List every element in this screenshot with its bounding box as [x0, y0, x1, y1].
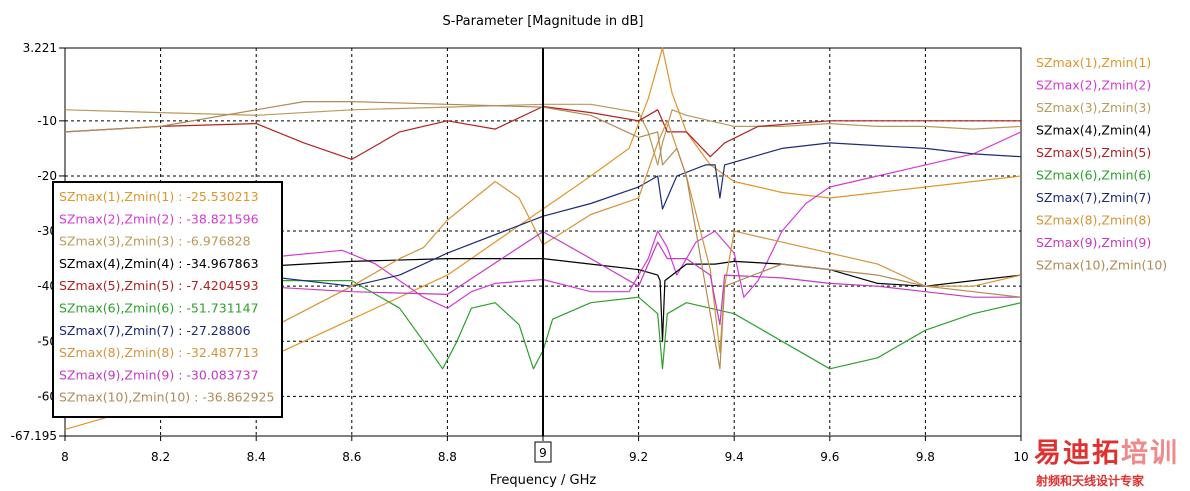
x-tick-label: 9.4 — [725, 450, 744, 464]
series-line-9 — [64, 231, 1021, 326]
readout-entry: SZmax(8),Zmin(8) : -32.487713 — [59, 345, 259, 360]
x-tick-label: 8.2 — [151, 450, 170, 464]
legend-entry: SZmax(10),Zmin(10) — [1036, 258, 1167, 273]
series-group — [64, 47, 1022, 430]
readout-entry: SZmax(7),Zmin(7) : -27.28806 — [59, 323, 251, 338]
x-tick-label: 8 — [61, 450, 69, 464]
watermark: 易迪拓培训射频和天线设计专家 — [1034, 438, 1177, 488]
x-tick-label: 8.6 — [342, 450, 361, 464]
frequency-marker-box[interactable] — [534, 441, 552, 463]
marker-readout-box: SZmax(1),Zmin(1) : -25.530213 SZmax(2),Zm… — [52, 181, 283, 418]
readout-entry: SZmax(5),Zmin(5) : -7.4204593 — [59, 278, 259, 293]
readout-entry: SZmax(9),Zmin(9) : -30.083737 — [59, 367, 259, 382]
x-tick-label: 8.4 — [247, 450, 266, 464]
x-tick-label: 9.8 — [916, 450, 935, 464]
series-line-1 — [64, 47, 1022, 430]
x-axis-ticks: 8 8.2 8.4 8.6 8.8 9.2 9.4 9.6 9.8 10 — [61, 436, 1029, 464]
legend-entry: SZmax(3),Zmin(3) — [1036, 100, 1151, 115]
watermark-brand-char: 易 — [1034, 438, 1061, 469]
chart-title: S-Parameter [Magnitude in dB] — [442, 14, 643, 29]
x-axis-label: Frequency / GHz — [490, 473, 597, 488]
y-tick-label: -20 — [37, 169, 57, 183]
series-line-3 — [64, 103, 1022, 166]
readout-box-frame — [52, 181, 283, 418]
legend-entry: SZmax(1),Zmin(1) — [1036, 55, 1151, 70]
series-line-4 — [64, 258, 1022, 342]
x-tick-label: 9.2 — [629, 450, 648, 464]
series-line-2 — [64, 131, 1022, 309]
legend-entry: SZmax(6),Zmin(6) — [1036, 168, 1151, 183]
readout-entry: SZmax(3),Zmin(3) : -6.976828 — [59, 234, 251, 249]
legend-entry: SZmax(8),Zmin(8) — [1036, 213, 1151, 228]
x-tick-label: 8.8 — [438, 450, 457, 464]
legend-entry: SZmax(9),Zmin(9) — [1036, 235, 1151, 250]
legend-entry: SZmax(2),Zmin(2) — [1036, 78, 1151, 93]
legend-entry: SZmax(7),Zmin(7) — [1036, 190, 1151, 205]
watermark-brand-char: 训 — [1150, 438, 1177, 469]
watermark-brand-char: 拓 — [1092, 438, 1119, 469]
readout-entry: SZmax(1),Zmin(1) : -25.530213 — [59, 189, 259, 204]
series-line-10 — [64, 101, 1022, 370]
watermark-tagline: 射频和天线设计专家 — [1035, 473, 1145, 488]
watermark-brand-char: 培 — [1121, 438, 1148, 469]
legend-entry: SZmax(5),Zmin(5) — [1036, 145, 1151, 160]
y-tick-label: 3.221 — [23, 41, 57, 55]
series-line-6 — [64, 274, 1022, 370]
frequency-marker-label: 9 — [539, 446, 547, 460]
x-tick-label: 9.6 — [820, 450, 839, 464]
series-line-5 — [64, 105, 1021, 160]
series-line-8 — [64, 120, 1022, 386]
readout-entry: SZmax(10),Zmin(10) : -36.862925 — [59, 390, 274, 405]
series-line-7 — [64, 142, 1022, 287]
watermark-brand-char: 迪 — [1063, 438, 1090, 469]
readout-entry: SZmax(4),Zmin(4) : -34.967863 — [59, 256, 259, 271]
y-tick-label: -10 — [37, 114, 57, 128]
legend: SZmax(1),Zmin(1) SZmax(2),Zmin(2) SZmax(3)… — [1036, 55, 1167, 273]
readout-entry: SZmax(6),Zmin(6) : -51.731147 — [59, 301, 259, 316]
x-tick-label: 10 — [1013, 450, 1028, 464]
legend-entry: SZmax(4),Zmin(4) — [1036, 123, 1151, 138]
readout-entry: SZmax(2),Zmin(2) : -38.821596 — [59, 211, 259, 226]
y-tick-label: -67.195 — [11, 429, 57, 443]
